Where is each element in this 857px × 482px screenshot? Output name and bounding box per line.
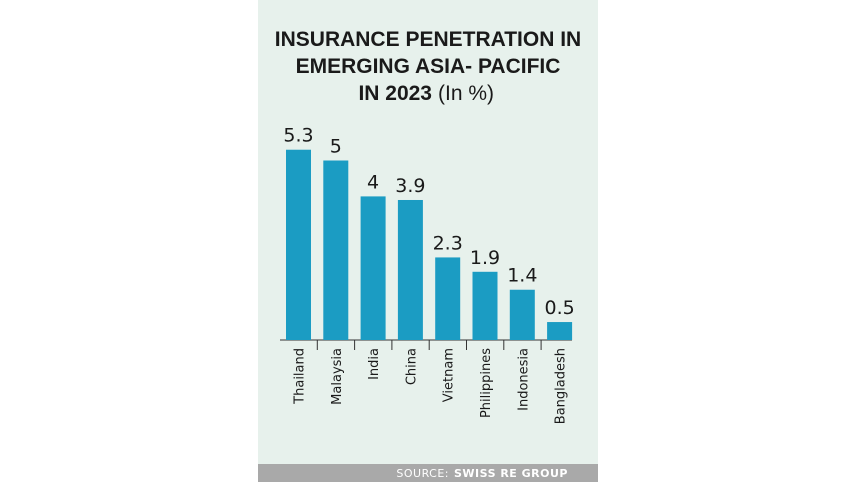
bar: [472, 271, 498, 340]
bar: [547, 322, 573, 340]
x-tick-label: Bangladesh: [554, 348, 569, 424]
value-label: 1.9: [470, 247, 500, 269]
source-bar: [258, 464, 598, 482]
value-label: 5: [330, 136, 342, 158]
x-tick-label: Philippines: [479, 348, 494, 418]
value-label: 0.5: [544, 297, 574, 319]
value-label: 3.9: [395, 175, 425, 197]
x-tick-label: Vietnam: [442, 348, 457, 402]
bar: [509, 289, 535, 340]
value-label: 5.3: [283, 125, 313, 147]
value-label: 1.4: [507, 265, 537, 287]
panel: [258, 0, 598, 482]
bar: [360, 196, 386, 340]
subtitle: (In %): [438, 82, 494, 105]
bar: [323, 160, 349, 340]
x-tick-label: Thailand: [293, 348, 308, 405]
value-label: 4: [367, 171, 379, 193]
x-tick-label: India: [367, 348, 382, 380]
title-line: INSURANCE PENETRATION IN: [275, 28, 581, 51]
title-line: IN 2023: [358, 82, 432, 105]
title-line: EMERGING ASIA- PACIFIC: [296, 55, 561, 78]
source-label: SOURCE:: [396, 467, 449, 480]
bar: [286, 149, 311, 340]
bar: [397, 199, 423, 340]
source: SWISS RE GROUP: [454, 467, 568, 480]
value-label: 2.3: [433, 232, 463, 254]
x-tick-label: Malaysia: [330, 348, 345, 405]
bar: [435, 257, 461, 340]
x-tick-label: Indonesia: [516, 348, 531, 411]
x-tick-label: China: [404, 348, 419, 385]
